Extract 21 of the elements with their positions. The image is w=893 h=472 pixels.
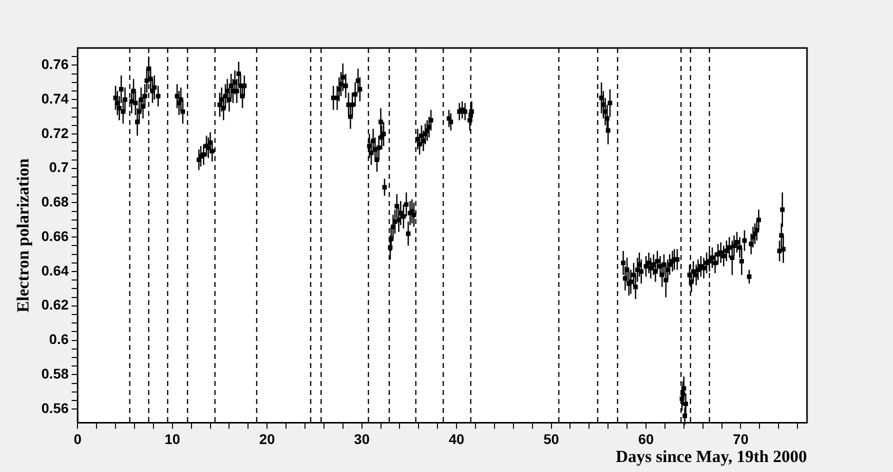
y-tick-label: 0.66 [41,228,69,244]
x-tick-label: 10 [164,431,180,448]
y-axis-title: Electron polarization [14,158,33,312]
y-tick-label: 0.74 [41,90,69,106]
y-tick-label: 0.76 [41,56,69,72]
y-tick-label: 0.56 [41,400,69,416]
y-tick-label: 0.7 [49,159,69,176]
x-tick-label: 20 [259,431,276,448]
y-tick-label: 0.62 [41,296,69,313]
x-axis-title: Days since May, 19th 2000 [616,447,807,466]
y-tick-label: 0.6 [49,331,69,348]
x-tick-label: 60 [638,431,654,448]
y-tick-label: 0.72 [41,124,69,141]
x-tick-label: 0 [74,431,82,448]
y-tick-label: 0.64 [41,262,69,278]
y-tick-label: 0.68 [41,194,69,210]
x-tick-label: 40 [448,431,465,448]
x-tick-label: 70 [732,431,749,448]
x-tick-label: 30 [354,431,370,448]
x-tick-label: 50 [543,431,560,448]
y-tick-label: 0.58 [41,366,69,382]
